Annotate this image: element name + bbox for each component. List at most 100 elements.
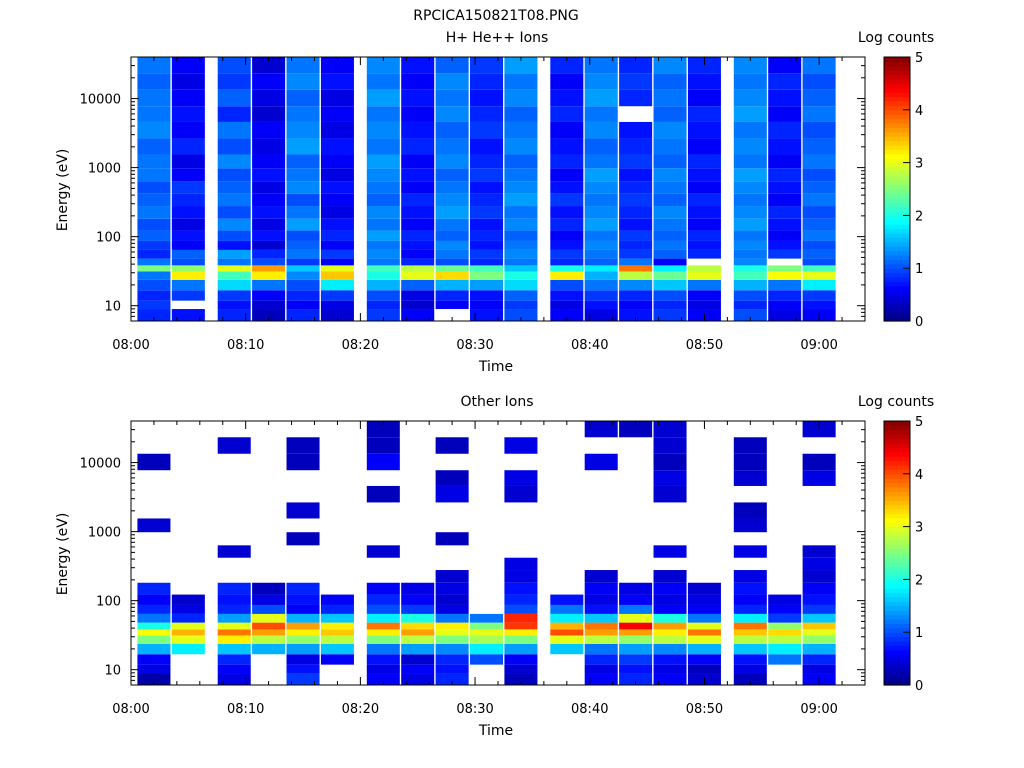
heatmap-cell (217, 265, 251, 272)
heatmap-cell (470, 73, 504, 90)
heatmap-cell (137, 89, 171, 107)
heatmap-cell (584, 635, 618, 644)
heatmap-cell (286, 218, 320, 231)
colorbar-segment (884, 57, 910, 62)
heatmap-cell (435, 89, 469, 107)
heatmap-cell (435, 629, 469, 636)
heatmap-cell (550, 181, 584, 194)
colorbar-segment (884, 277, 910, 282)
heatmap-cell (802, 57, 836, 74)
x-axis-label: Time (478, 723, 513, 739)
heatmap-cell (286, 309, 320, 321)
heatmap-cell (435, 664, 469, 674)
colorbar-tick-label: 0 (915, 315, 923, 330)
heatmap-cell (802, 290, 836, 301)
heatmap-cell (320, 249, 354, 259)
heatmap-cell (320, 309, 354, 321)
heatmap-cell (137, 664, 171, 674)
heatmap-cell (733, 453, 767, 471)
heatmap-cell (366, 635, 400, 644)
heatmap-cell (504, 613, 538, 623)
heatmap-cell (401, 300, 435, 310)
heatmap-cell (320, 629, 354, 636)
heatmap-cell (584, 290, 618, 301)
heatmap-cell (470, 271, 504, 280)
heatmap-cell (687, 654, 721, 665)
heatmap-cell (401, 654, 435, 665)
heatmap-cell (252, 594, 286, 605)
colorbar-segment (884, 575, 910, 580)
heatmap-cell (137, 673, 171, 685)
heatmap-cell (320, 279, 354, 291)
heatmap-cell (320, 218, 354, 231)
heatmap-cell (653, 604, 687, 614)
heatmap-cell (470, 258, 504, 266)
heatmap-cell (653, 240, 687, 250)
heatmap-cell (768, 279, 802, 291)
heatmap-cell (550, 290, 584, 301)
heatmap-cell (366, 193, 400, 207)
heatmap-cell (619, 206, 653, 219)
heatmap-cell (252, 89, 286, 107)
heatmap-cell (366, 300, 400, 310)
heatmap-cell (733, 470, 767, 486)
heatmap-cell (320, 230, 354, 241)
heatmap-cell (584, 240, 618, 250)
heatmap-cell (802, 635, 836, 644)
heatmap-cell (619, 673, 653, 685)
heatmap-cell (550, 622, 584, 630)
colorbar-segment (884, 623, 910, 629)
y-tick-label: 10 (104, 664, 121, 679)
heatmap-cell (366, 265, 400, 272)
heatmap-cell (252, 240, 286, 250)
heatmap-cell (584, 279, 618, 291)
heatmap-cell (504, 604, 538, 614)
heatmap-cell (435, 121, 469, 139)
heatmap-cell (366, 73, 400, 90)
heatmap-cell (504, 57, 538, 74)
heatmap-cell (217, 230, 251, 241)
heatmap-cell (286, 89, 320, 107)
heatmap-cell (802, 279, 836, 291)
heatmap-cell (435, 181, 469, 194)
heatmap-cell (435, 643, 469, 655)
heatmap-cell (470, 290, 504, 301)
colorbar-segment (884, 526, 910, 532)
heatmap-cell (504, 654, 538, 665)
heatmap-cell (768, 594, 802, 605)
heatmap-cell (768, 290, 802, 301)
heatmap-cell (504, 218, 538, 231)
heatmap-cell (653, 594, 687, 605)
heatmap-cell (687, 181, 721, 194)
heatmap-cell (435, 622, 469, 630)
colorbar-segment (884, 469, 910, 475)
colorbar-segment (884, 197, 910, 203)
y-tick-label: 100 (96, 231, 121, 246)
heatmap-cell (619, 629, 653, 636)
heatmap-cell (802, 206, 836, 219)
heatmap-cell (653, 181, 687, 194)
heatmap-cell (733, 271, 767, 280)
heatmap-cell (619, 622, 653, 630)
heatmap-cell (137, 594, 171, 605)
heatmap-cell (550, 249, 584, 259)
heatmap-cell (435, 57, 469, 74)
heatmap-cell (401, 594, 435, 605)
heatmap-cell (137, 629, 171, 636)
x-tick-label: 08:20 (342, 338, 379, 353)
heatmap-cell (619, 635, 653, 644)
colorbar-segment (884, 557, 910, 563)
heatmap-cell (171, 643, 205, 655)
heatmap-cell (687, 664, 721, 674)
heatmap-cell (320, 271, 354, 280)
heatmap-cell (435, 206, 469, 219)
heatmap-cell (286, 271, 320, 280)
heatmap-cell (653, 545, 687, 558)
heatmap-cell (435, 271, 469, 280)
heatmap-cell (733, 673, 767, 685)
heatmap-cell (286, 300, 320, 310)
heatmap-cell (768, 57, 802, 74)
heatmap-cell (653, 193, 687, 207)
colorbar-segment (884, 636, 910, 642)
heatmap-cell (687, 635, 721, 644)
